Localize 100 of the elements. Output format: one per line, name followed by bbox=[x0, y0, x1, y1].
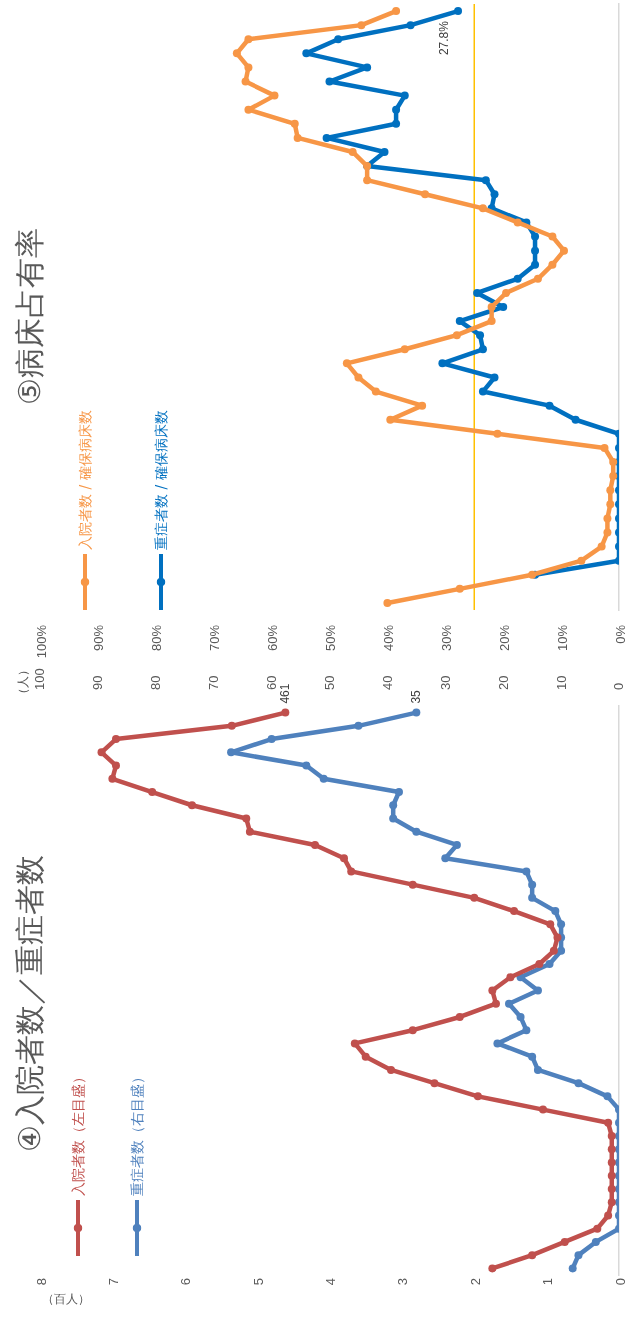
x-tick-label: 20% bbox=[496, 624, 512, 652]
point bbox=[412, 827, 421, 836]
x-tick-label: 4 bbox=[323, 1278, 339, 1286]
point bbox=[478, 387, 487, 396]
point bbox=[533, 1065, 542, 1074]
point bbox=[319, 774, 328, 783]
point bbox=[487, 317, 496, 326]
x2-tick-label: 0 bbox=[611, 682, 627, 690]
point bbox=[476, 331, 485, 340]
point bbox=[421, 190, 430, 199]
x2-tick-label: 100 bbox=[32, 668, 48, 690]
point bbox=[290, 119, 299, 128]
x-tick-label: 70% bbox=[207, 624, 223, 652]
point bbox=[380, 147, 389, 156]
point bbox=[281, 708, 290, 717]
point bbox=[606, 486, 615, 495]
point bbox=[371, 387, 380, 396]
point bbox=[533, 274, 542, 283]
point bbox=[528, 880, 537, 889]
x-tick-label: 1 bbox=[540, 1278, 556, 1286]
point bbox=[600, 443, 609, 452]
point bbox=[597, 542, 606, 551]
x2-tick-label: 60 bbox=[264, 675, 280, 690]
point bbox=[400, 91, 409, 100]
point bbox=[392, 119, 401, 128]
point bbox=[302, 761, 311, 770]
point bbox=[244, 35, 253, 44]
point bbox=[227, 721, 236, 730]
point bbox=[568, 1264, 577, 1273]
point bbox=[528, 893, 537, 902]
data-label: 27.8% bbox=[437, 20, 452, 56]
x2-tick-label: 70 bbox=[206, 675, 222, 690]
point bbox=[412, 708, 421, 717]
x-tick-label: 40% bbox=[380, 624, 396, 652]
point bbox=[516, 1012, 525, 1021]
point bbox=[242, 814, 251, 823]
point bbox=[187, 801, 196, 810]
point bbox=[535, 960, 544, 969]
point bbox=[607, 1184, 616, 1193]
x-tick-label: 5 bbox=[250, 1278, 266, 1286]
point bbox=[522, 867, 531, 876]
point bbox=[350, 1039, 359, 1048]
point bbox=[607, 1132, 616, 1141]
point bbox=[577, 556, 586, 565]
text: 重症者数（右目盛） bbox=[129, 1070, 145, 1196]
point bbox=[389, 814, 398, 823]
point bbox=[267, 735, 276, 744]
point bbox=[244, 105, 253, 114]
point bbox=[334, 35, 343, 44]
point bbox=[302, 49, 311, 58]
x2-tick-label: 80 bbox=[148, 675, 164, 690]
point bbox=[455, 584, 464, 593]
point bbox=[455, 317, 464, 326]
x-tick-label: 60% bbox=[265, 624, 281, 652]
point bbox=[111, 735, 120, 744]
point bbox=[528, 1251, 537, 1260]
x2-tick-label: 40 bbox=[379, 675, 395, 690]
point bbox=[545, 401, 554, 410]
text: ④入院者数／重症者数 bbox=[12, 855, 47, 1152]
x-tick-label: 2 bbox=[467, 1278, 483, 1286]
point bbox=[97, 748, 106, 757]
data-label: 35 bbox=[408, 689, 423, 704]
point bbox=[603, 514, 612, 523]
point bbox=[389, 801, 398, 810]
point bbox=[241, 77, 250, 86]
point bbox=[606, 500, 615, 509]
point bbox=[531, 232, 540, 241]
point bbox=[357, 21, 366, 30]
x-tick-label: 10% bbox=[554, 624, 570, 652]
point bbox=[609, 472, 618, 481]
x2-tick-label: 90 bbox=[90, 675, 106, 690]
point bbox=[418, 401, 427, 410]
point bbox=[609, 458, 618, 467]
point bbox=[488, 986, 497, 995]
x2-tick-label: 20 bbox=[495, 675, 511, 690]
point bbox=[604, 1211, 613, 1220]
point bbox=[574, 1251, 583, 1260]
point bbox=[245, 827, 254, 836]
point bbox=[383, 598, 392, 607]
point bbox=[506, 973, 515, 982]
point bbox=[607, 1198, 616, 1207]
point bbox=[522, 1026, 531, 1035]
point bbox=[452, 331, 461, 340]
point bbox=[232, 49, 241, 58]
x-tick-label: 6 bbox=[178, 1278, 194, 1286]
point bbox=[430, 1079, 439, 1088]
point bbox=[488, 1264, 497, 1273]
point bbox=[553, 933, 562, 942]
point bbox=[386, 415, 395, 424]
x-tick-label: 7 bbox=[105, 1278, 121, 1286]
point bbox=[339, 854, 348, 863]
point bbox=[481, 176, 490, 185]
x-tick-label: 30% bbox=[438, 624, 454, 652]
point bbox=[478, 204, 487, 213]
point bbox=[513, 274, 522, 283]
point bbox=[108, 774, 117, 783]
point bbox=[454, 7, 463, 16]
x2-axis-title: （人） bbox=[16, 664, 30, 700]
point bbox=[325, 77, 334, 86]
x-tick-label: 80% bbox=[149, 624, 165, 652]
